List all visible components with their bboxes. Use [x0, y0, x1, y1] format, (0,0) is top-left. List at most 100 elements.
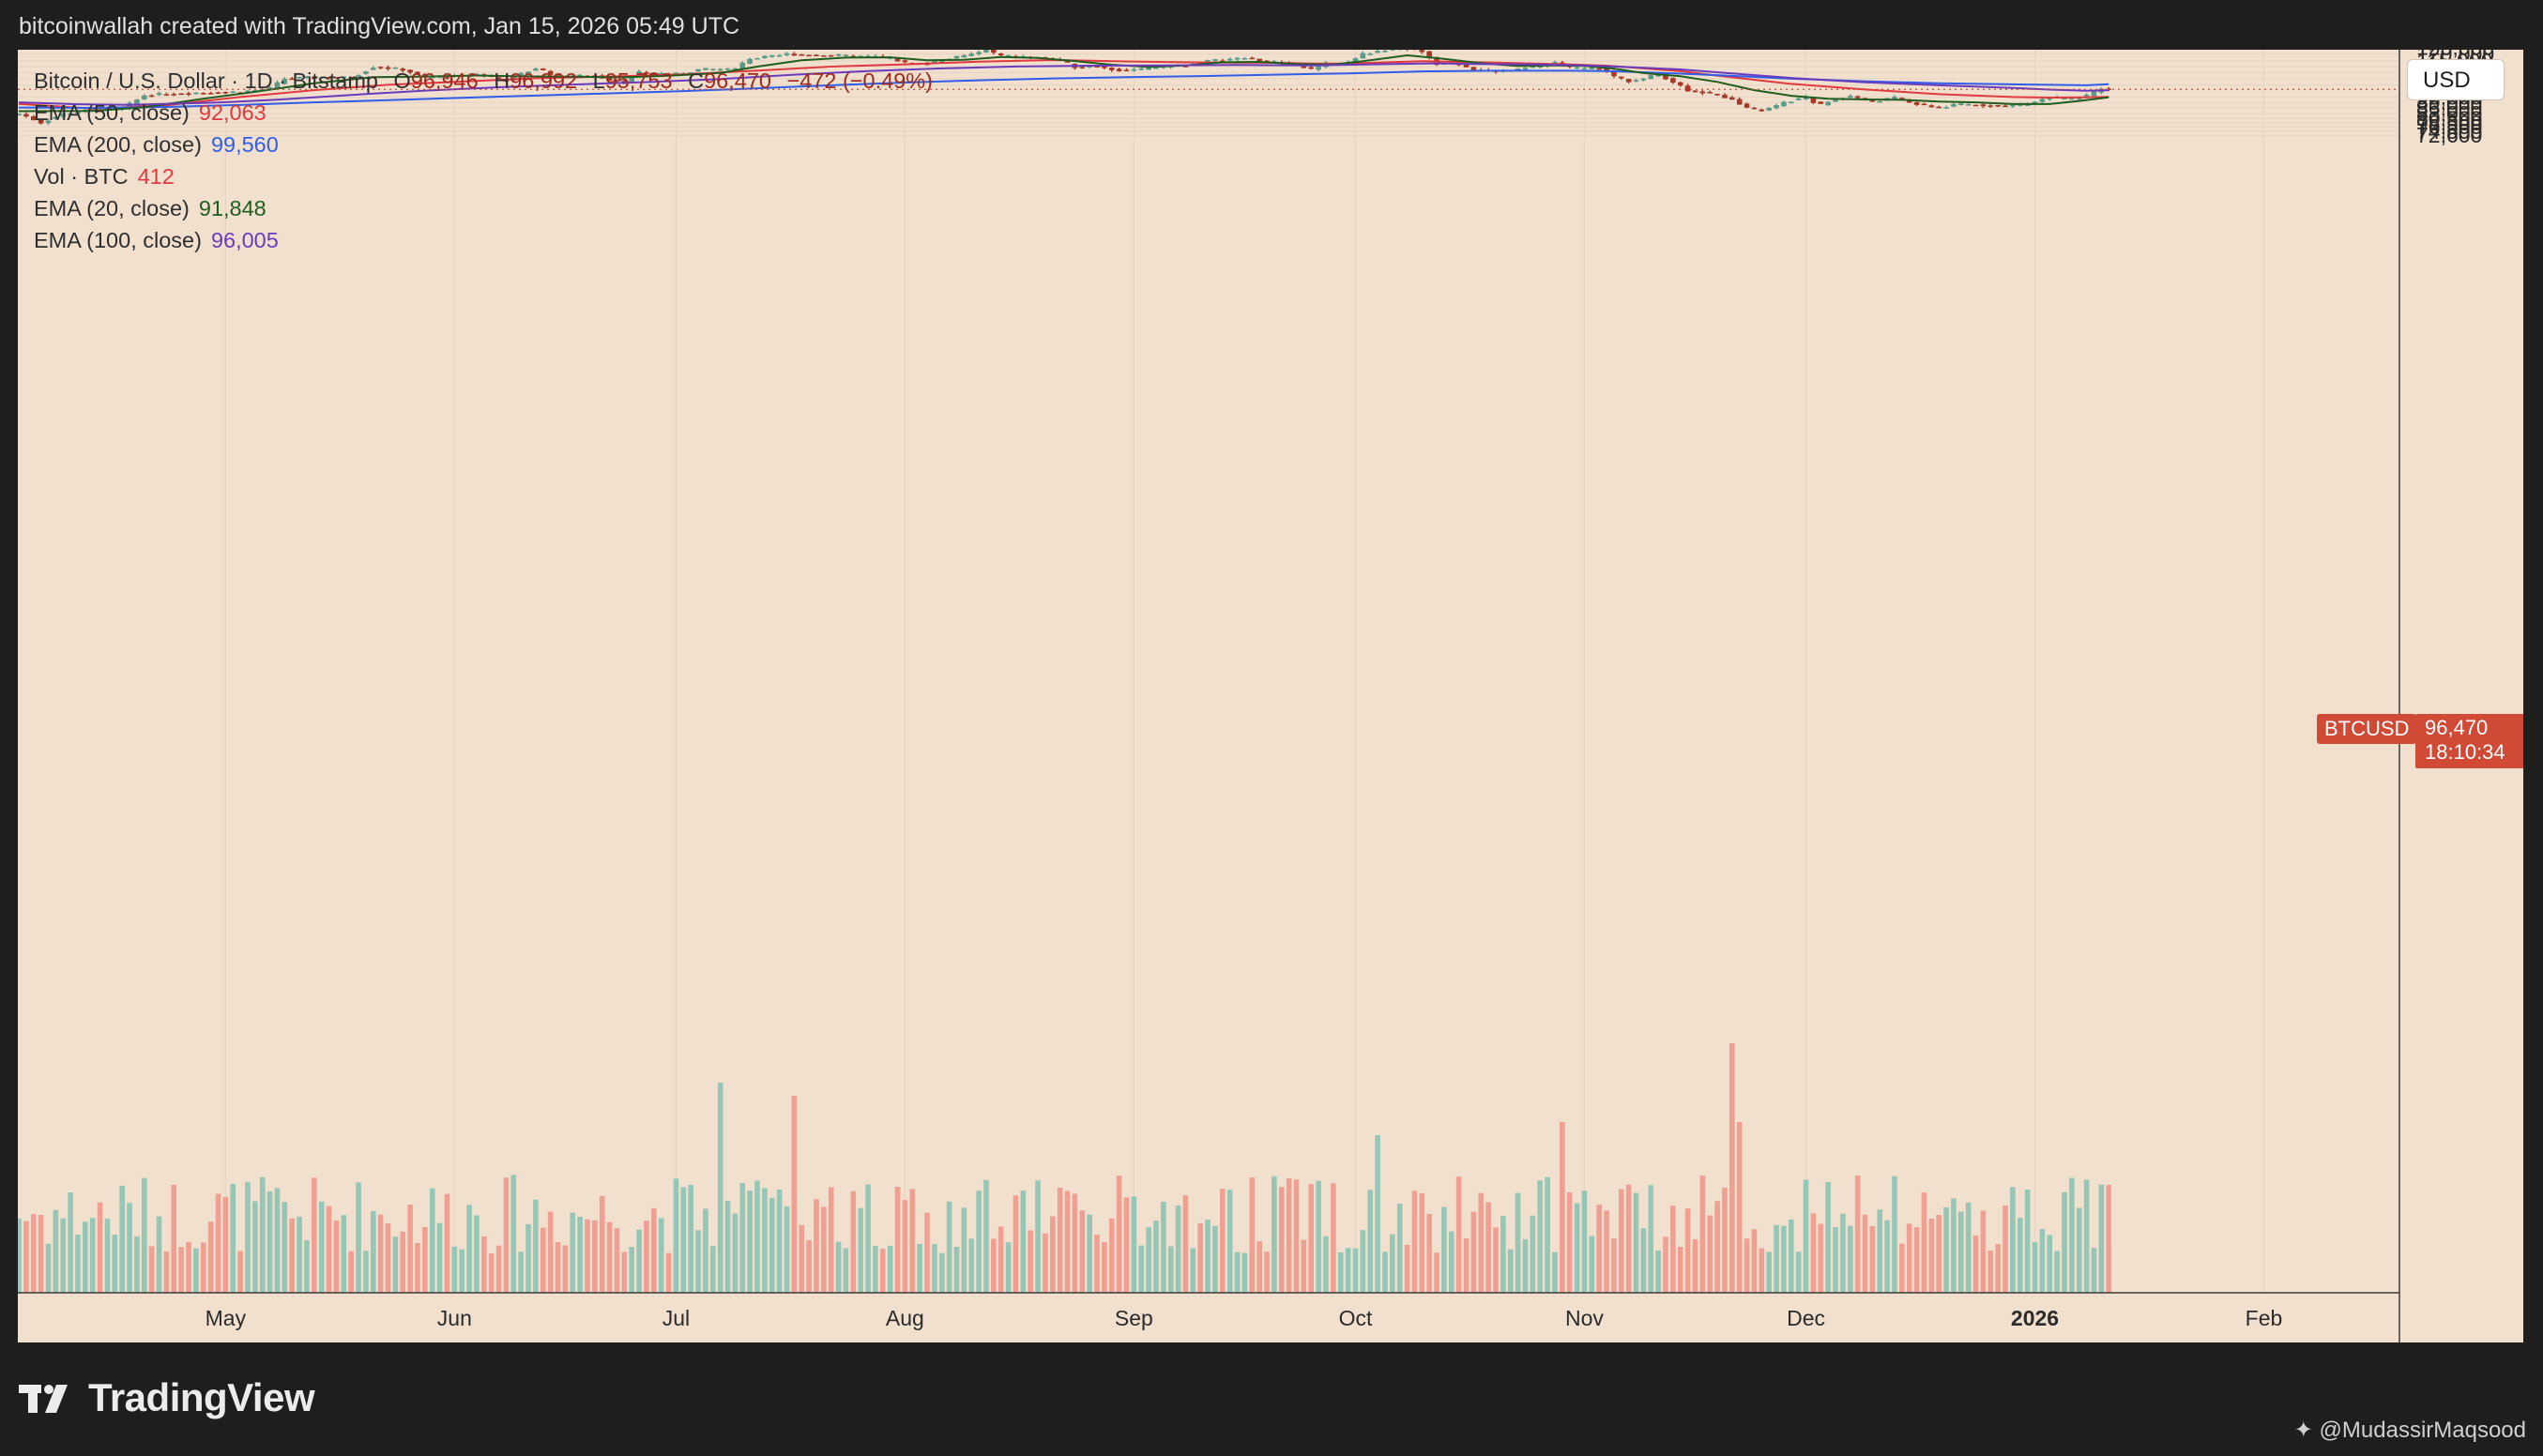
indicator-value: 412 [137, 164, 175, 189]
volume-bar [1079, 1210, 1086, 1293]
volume-bar [592, 1220, 598, 1293]
candle-body [1655, 74, 1661, 77]
candle-body [68, 113, 73, 115]
volume-bar [1581, 1191, 1588, 1293]
chart-caption: bitcoinwallah created with TradingView.c… [19, 13, 740, 39]
volume-bar [45, 1243, 52, 1293]
open-label: O [393, 68, 411, 93]
volume-bar [1789, 1219, 1794, 1293]
y-tick-label: 78,500 [2416, 111, 2482, 135]
volume-bar [141, 1177, 147, 1293]
volume-bar [1419, 1192, 1425, 1293]
candle-body [533, 68, 539, 71]
volume-bar [1589, 1236, 1595, 1293]
volume-bar [754, 1180, 760, 1293]
volume-bar [1596, 1205, 1602, 1293]
volume-bar [1604, 1210, 1609, 1293]
price-chart[interactable]: 125,000120,000115,000111,000107,000103,0… [18, 50, 2523, 1342]
candle-body [525, 71, 531, 74]
candle-body [1921, 103, 1927, 106]
volume-bar [1840, 1213, 1846, 1293]
candle-body [252, 89, 258, 92]
legend-volume[interactable]: Vol · BTC 412 [34, 160, 933, 192]
candle-body [629, 76, 635, 83]
volume-bar [171, 1184, 177, 1293]
chart-area[interactable]: 125,000120,000115,000111,000107,000103,0… [18, 50, 2523, 1342]
candle-body [688, 72, 693, 74]
volume-bar [917, 1243, 922, 1293]
volume-bar [709, 1246, 716, 1293]
volume-bar [474, 1215, 480, 1293]
tradingview-logo[interactable]: TradingView [19, 1375, 315, 1420]
volume-bar [1936, 1215, 1942, 1293]
volume-bar [1197, 1222, 1203, 1293]
volume-bar [1411, 1191, 1418, 1293]
volume-bar [356, 1182, 361, 1293]
volume-bar [902, 1200, 908, 1293]
volume-bar [245, 1181, 251, 1293]
candle-body [429, 76, 435, 79]
volume-bar [629, 1246, 635, 1293]
volume-bar [747, 1191, 753, 1293]
bar-countdown: 18:10:34 [2425, 740, 2505, 764]
x-tick-label: Nov [1565, 1306, 1604, 1330]
volume-bar [1833, 1227, 1838, 1293]
indicator-label: EMA (100, close) [34, 228, 202, 252]
volume-bar [1087, 1214, 1092, 1293]
candle-body [1663, 73, 1668, 80]
candle-body [717, 68, 723, 71]
candle-body [1818, 101, 1824, 104]
legend-ema50[interactable]: EMA (50, close) 92,063 [34, 97, 933, 129]
candle-body [1537, 66, 1544, 68]
volume-bar [1396, 1204, 1403, 1293]
candle-body [1234, 57, 1241, 60]
candle-body [1699, 91, 1706, 94]
volume-bar [444, 1193, 450, 1293]
volume-bar [2039, 1229, 2046, 1293]
candle-body [835, 53, 842, 56]
candle-body [828, 54, 834, 57]
legend-ema200[interactable]: EMA (200, close) 99,560 [34, 129, 933, 160]
indicator-label: EMA (20, close) [34, 196, 190, 220]
candle-body [2024, 104, 2031, 106]
candle-body [1972, 104, 1979, 107]
candle-body [997, 53, 1004, 55]
candle-body [1640, 78, 1647, 81]
volume-bar [680, 1187, 687, 1293]
candle-body [636, 70, 642, 77]
candle-body [193, 92, 199, 95]
candle-body [23, 114, 29, 117]
candle-body [821, 55, 827, 57]
candle-body [495, 77, 502, 79]
candle-body [1744, 103, 1750, 108]
candle-body [38, 119, 44, 124]
volume-bar [1818, 1223, 1824, 1293]
candle-body [1611, 71, 1617, 77]
indicator-value: 96,005 [210, 228, 279, 252]
volume-bar [1360, 1230, 1366, 1293]
x-tick-label: Oct [1339, 1306, 1373, 1330]
volume-bar [1972, 1235, 1979, 1293]
volume-bar [1182, 1195, 1189, 1293]
candle-body [312, 77, 317, 80]
change-value: −472 (−0.49%) [786, 68, 933, 93]
legend-ema100[interactable]: EMA (100, close) 96,005 [34, 224, 933, 256]
high-label: H [494, 68, 510, 93]
volume-bar [1426, 1213, 1432, 1293]
volume-bar [1537, 1180, 1544, 1293]
volume-bar [717, 1083, 723, 1293]
candle-body [1648, 75, 1654, 80]
candle-body [976, 52, 982, 54]
legend-ema20[interactable]: EMA (20, close) 91,848 [34, 192, 933, 224]
volume-bar [547, 1211, 554, 1293]
candle-body [968, 53, 975, 56]
currency-button[interactable]: USD [2407, 59, 2505, 100]
volume-bar [518, 1251, 524, 1293]
candle-body [614, 80, 620, 82]
x-tick-label: Sep [1115, 1306, 1153, 1330]
candle-body [1729, 97, 1735, 100]
x-tick-label: May [206, 1306, 247, 1330]
candle-body [1766, 108, 1772, 111]
volume-bar [377, 1214, 384, 1293]
candle-body [222, 92, 229, 94]
